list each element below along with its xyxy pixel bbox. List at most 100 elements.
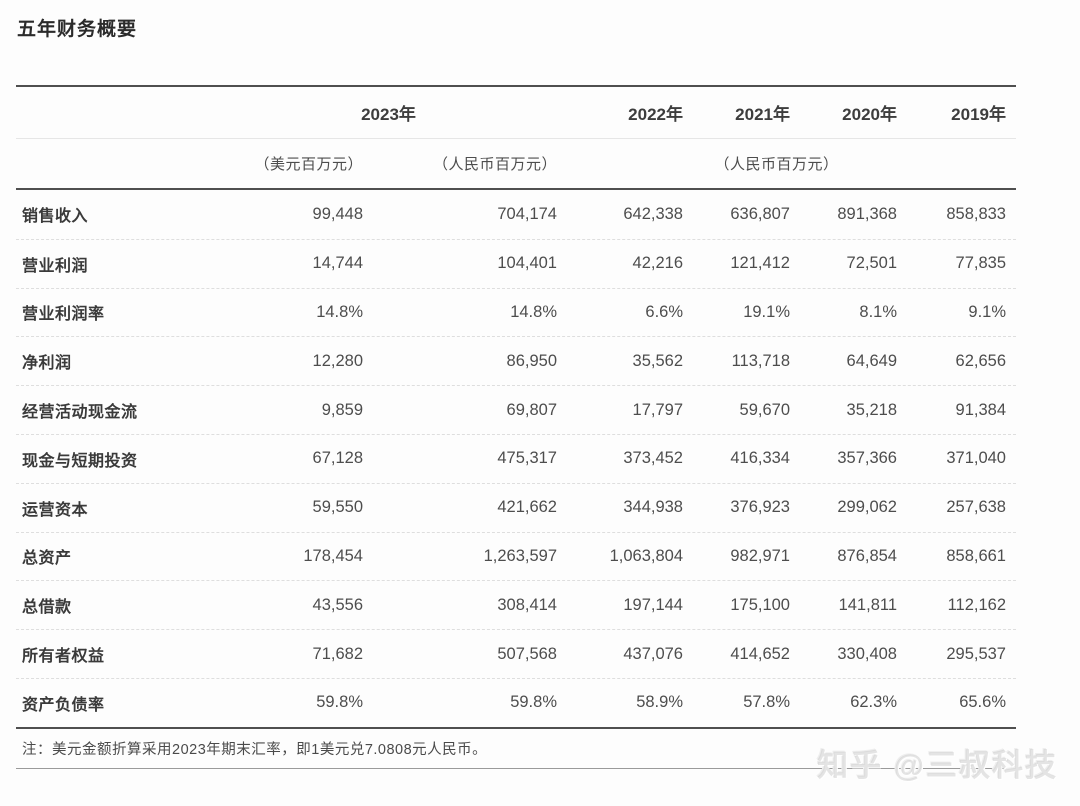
- cell-2020: 330,408: [837, 644, 897, 663]
- cell-2020: 357,366: [837, 449, 897, 468]
- cell-usd-2023: 43,556: [312, 595, 363, 614]
- cell-2021: 636,807: [730, 204, 790, 223]
- table-row: 总资产 178,454 1,263,597 1,063,804 982,971 …: [16, 531, 1016, 581]
- cell-usd-2023: 14.8%: [316, 302, 363, 321]
- cell-2021: 376,923: [730, 498, 790, 517]
- cell-2022: 197,144: [623, 595, 683, 614]
- cell-usd-2023: 9,859: [321, 400, 363, 419]
- page-title: 五年财务概要: [17, 19, 138, 40]
- cell-2020: 8.1%: [859, 302, 897, 321]
- cell-rmb-2023: 14.8%: [510, 302, 557, 321]
- unit-header-rmb-2023: （人民币百万元）: [432, 156, 557, 173]
- cell-2019: 77,835: [955, 254, 1006, 273]
- year-header-2022: 2022年: [628, 105, 683, 124]
- cell-2022: 642,338: [623, 204, 683, 223]
- year-header-row: 2023年 2022年 2021年 2020年 2019年: [16, 87, 1016, 139]
- table-row: 运营资本 59,550 421,662 344,938 376,923 299,…: [16, 482, 1016, 532]
- cell-2019: 9.1%: [968, 302, 1006, 321]
- cell-usd-2023: 59,550: [312, 498, 363, 517]
- cell-2019: 257,638: [946, 498, 1006, 517]
- cell-2019: 62,656: [955, 351, 1006, 370]
- row-label: 营业利润: [22, 257, 89, 275]
- row-label: 销售收入: [22, 208, 89, 226]
- cell-rmb-2023: 421,662: [497, 498, 557, 517]
- cell-2020: 35,218: [846, 400, 897, 419]
- cell-2022: 344,938: [623, 498, 683, 517]
- table-row: 净利润 12,280 86,950 35,562 113,718 64,649 …: [16, 336, 1016, 385]
- cell-2021: 19.1%: [743, 302, 790, 321]
- table-row: 总借款 43,556 308,414 197,144 175,100 141,8…: [16, 580, 1016, 629]
- cell-2020: 72,501: [846, 254, 897, 273]
- cell-2019: 371,040: [946, 449, 1006, 468]
- cell-rmb-2023: 86,950: [506, 351, 557, 370]
- unit-header-rmb-group: （人民币百万元）: [714, 156, 839, 173]
- table-row: 经营活动现金流 9,859 69,807 17,797 59,670 35,21…: [16, 385, 1016, 434]
- cell-2020: 64,649: [846, 351, 897, 370]
- cell-2021: 416,334: [730, 449, 790, 468]
- cell-2021: 121,412: [730, 254, 790, 273]
- cell-usd-2023: 59.8%: [316, 693, 363, 712]
- cell-2022: 6.6%: [645, 302, 683, 321]
- cell-2020: 299,062: [837, 498, 897, 517]
- cell-rmb-2023: 69,807: [506, 400, 557, 419]
- cell-usd-2023: 14,744: [312, 254, 363, 273]
- table-row: 营业利润率 14.8% 14.8% 6.6% 19.1% 8.1% 9.1%: [16, 287, 1016, 337]
- cell-2022: 58.9%: [636, 693, 683, 712]
- unit-header-usd-2023: （美元百万元）: [254, 156, 363, 173]
- table-body: 销售收入 99,448 704,174 642,338 636,807 891,…: [16, 190, 1016, 729]
- cell-rmb-2023: 308,414: [497, 595, 557, 614]
- year-header-2023: 2023年: [361, 105, 416, 124]
- cell-2019: 858,661: [946, 546, 1006, 565]
- cell-usd-2023: 12,280: [312, 351, 363, 370]
- cell-rmb-2023: 59.8%: [510, 693, 557, 712]
- cell-2022: 42,216: [632, 254, 683, 273]
- cell-2020: 62.3%: [850, 693, 897, 712]
- year-header-2020: 2020年: [842, 105, 897, 124]
- cell-usd-2023: 71,682: [312, 644, 363, 663]
- cell-2020: 141,811: [838, 595, 897, 614]
- row-label: 净利润: [22, 355, 72, 373]
- cell-rmb-2023: 1,263,597: [483, 546, 557, 565]
- cell-2022: 17,797: [632, 400, 683, 419]
- cell-2019: 91,384: [955, 400, 1006, 419]
- cell-2019: 295,537: [946, 644, 1006, 663]
- row-label: 总资产: [22, 550, 72, 568]
- cell-2019: 112,162: [947, 595, 1006, 614]
- cell-2020: 891,368: [837, 204, 897, 223]
- row-label: 总借款: [22, 599, 72, 617]
- cell-2022: 1,063,804: [609, 546, 683, 565]
- footnote-text: 注：美元金额折算采用2023年期末汇率，即1美元兑7.0808元人民币。: [22, 741, 488, 758]
- cell-rmb-2023: 475,317: [497, 449, 557, 468]
- footnote-bar: 注：美元金额折算采用2023年期末汇率，即1美元兑7.0808元人民币。: [16, 729, 1016, 769]
- year-header-2021: 2021年: [735, 105, 790, 124]
- cell-2019: 858,833: [946, 204, 1006, 223]
- table-row: 现金与短期投资 67,128 475,317 373,452 416,334 3…: [16, 433, 1016, 483]
- row-label: 现金与短期投资: [22, 452, 138, 470]
- cell-usd-2023: 67,128: [312, 449, 363, 468]
- row-label: 经营活动现金流: [22, 404, 138, 422]
- cell-2019: 65.6%: [959, 693, 1006, 712]
- cell-rmb-2023: 507,568: [497, 644, 557, 663]
- row-label: 营业利润率: [22, 306, 105, 324]
- five-year-financial-table: 2023年 2022年 2021年 2020年 2019年 （美元百万元） （人…: [16, 85, 1016, 769]
- row-label: 运营资本: [22, 501, 89, 519]
- unit-header-row: （美元百万元） （人民币百万元） （人民币百万元）: [16, 139, 1016, 190]
- cell-2021: 59,670: [739, 400, 790, 419]
- table-row: 营业利润 14,744 104,401 42,216 121,412 72,50…: [16, 238, 1016, 288]
- cell-2021: 175,100: [730, 595, 790, 614]
- cell-2022: 373,452: [623, 449, 683, 468]
- table-row: 资产负债率 59.8% 59.8% 58.9% 57.8% 62.3% 65.6…: [16, 677, 1016, 727]
- cell-2021: 414,652: [730, 644, 790, 663]
- row-label: 所有者权益: [22, 648, 105, 666]
- cell-2022: 35,562: [632, 351, 683, 370]
- cell-usd-2023: 99,448: [312, 204, 363, 223]
- table-row: 销售收入 99,448 704,174 642,338 636,807 891,…: [16, 190, 1016, 239]
- row-label: 资产负债率: [22, 696, 105, 714]
- cell-2021: 57.8%: [743, 693, 790, 712]
- cell-2021: 982,971: [730, 546, 790, 565]
- cell-rmb-2023: 104,401: [497, 254, 557, 273]
- cell-2022: 437,076: [623, 644, 683, 663]
- cell-usd-2023: 178,454: [303, 546, 363, 565]
- year-header-2019: 2019年: [951, 105, 1006, 124]
- cell-2021: 113,718: [731, 351, 790, 370]
